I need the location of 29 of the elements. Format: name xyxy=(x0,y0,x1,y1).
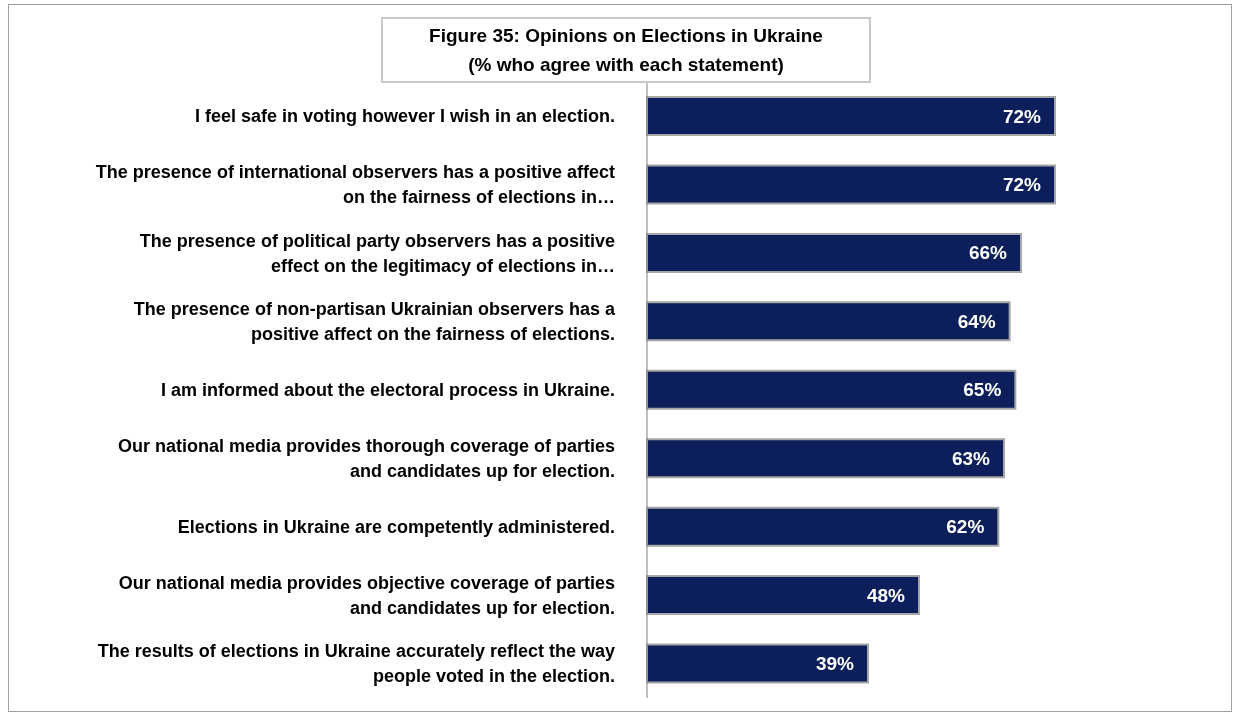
bar xyxy=(646,438,1005,479)
data-label: 39% xyxy=(815,653,855,675)
y-tick-label: I feel safe in voting however I wish in an election. xyxy=(194,106,615,127)
data-label: 63% xyxy=(951,447,991,469)
data-label: 72% xyxy=(1002,105,1042,127)
y-tick-label: The results of elections in Ukraine accurately reflect the way people voted in the election. xyxy=(97,641,615,687)
bar xyxy=(646,369,1017,410)
y-tick-label: Our national media provides objective coverage of parties and candidates up for election. xyxy=(118,572,615,618)
bar xyxy=(646,643,869,684)
data-label: 65% xyxy=(963,379,1002,401)
data-label: 66% xyxy=(968,242,1008,264)
chart-subtitle: (% who agree with each statement) xyxy=(467,53,785,77)
chart-title: Figure 35: Opinions on Elections in Ukraine xyxy=(428,24,824,48)
data-label: 72% xyxy=(1002,173,1042,195)
data-label: 48% xyxy=(866,584,906,606)
y-tick-label: The presence of non-partisan Ukrainian observers has a positive affect on the fairness of elections. xyxy=(133,299,616,345)
bar xyxy=(646,96,1056,136)
bar xyxy=(646,232,1022,273)
data-label: 64% xyxy=(957,310,996,332)
data-label: 62% xyxy=(946,516,985,538)
bar xyxy=(646,575,920,616)
bar xyxy=(646,506,1000,547)
bar xyxy=(646,301,1011,342)
y-tick-label: Our national media provides thorough coverage of parties and candidates up for election. xyxy=(117,435,615,481)
y-tick-label: The presence of political party observers has a positive effect on the legitimacy of elections in… xyxy=(139,230,615,276)
bar xyxy=(646,164,1056,205)
y-tick-label: Elections in Ukraine are competently administered. xyxy=(177,516,615,537)
y-tick-label: The presence of international observers has a positive affect on the fairness of elections in… xyxy=(95,162,615,208)
y-tick-label: I am informed about the electoral process in Ukraine. xyxy=(160,380,615,400)
